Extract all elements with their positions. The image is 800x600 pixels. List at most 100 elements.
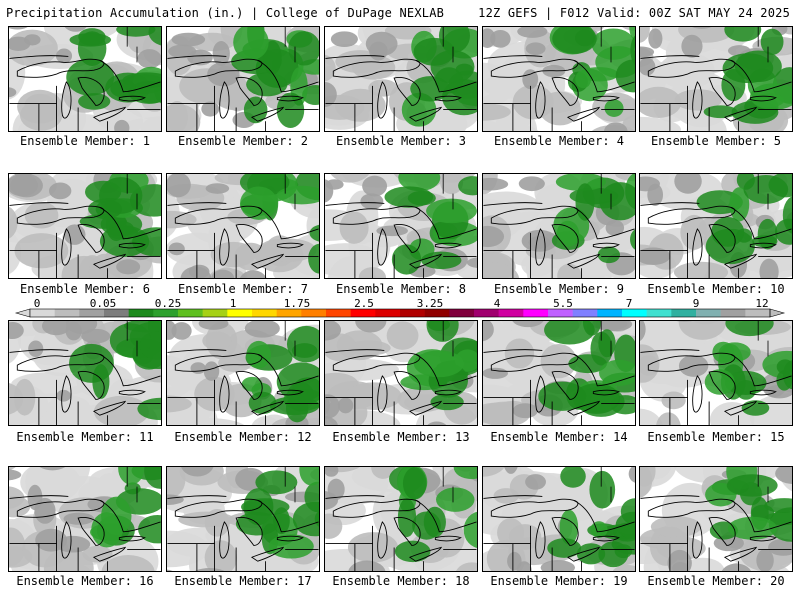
ensemble-panel-11 [8,320,162,426]
ensemble-panel-10 [639,173,793,279]
precip-map [9,321,161,425]
ensemble-panel-5 [639,26,793,132]
colorbar-right-arrow [769,308,786,318]
ensemble-panel-20 [639,466,793,572]
precip-map [640,467,792,571]
precip-map [640,321,792,425]
colorbar-swatch [153,309,179,317]
colorbar-tick-label: 1 [229,297,237,310]
ensemble-panel-18 [324,466,478,572]
precip-map [483,467,635,571]
ensemble-panel-8 [324,173,478,279]
ensemble-member-label: Ensemble Member: 14 [490,430,628,444]
colorbar-left-arrow [14,308,31,318]
colorbar-swatch [696,309,721,317]
colorbar-tick-label: 5.5 [553,297,573,310]
colorbar-swatch [671,309,697,317]
precip-map [325,27,477,131]
precip-map [167,27,319,131]
ensemble-member-label: Ensemble Member: 17 [174,574,312,588]
ensemble-member-label: Ensemble Member: 13 [332,430,470,444]
colorbar-tick-label: 0.25 [154,297,182,310]
ensemble-member-label: Ensemble Member: 5 [650,134,782,148]
colorbar-tick-label: 2.5 [354,297,374,310]
colorbar-swatch [276,309,302,317]
map-title: Precipitation Accumulation (in.) | Colle… [6,6,445,20]
colorbar-tick-label: 0.05 [89,297,117,310]
precip-map [325,174,477,278]
colorbar-swatch [326,309,351,317]
ensemble-member-label: Ensemble Member: 10 [647,282,785,296]
colorbar-swatch [646,309,672,317]
colorbar-swatch [572,309,598,317]
colorbar-swatch [30,309,55,317]
ensemble-member-label: Ensemble Member: 6 [19,282,151,296]
colorbar-tick-label: 4 [493,297,501,310]
ensemble-member-label: Ensemble Member: 9 [493,282,625,296]
ensemble-member-label: Ensemble Member: 18 [332,574,470,588]
colorbar-swatch [252,309,277,317]
ensemble-panel-7 [166,173,320,279]
precip-map [167,174,319,278]
colorbar-swatch [227,309,253,317]
colorbar-swatch [375,309,401,317]
colorbar-tick-label: 1.75 [283,297,311,310]
ensemble-panel-1 [8,26,162,132]
ensemble-member-label: Ensemble Member: 16 [16,574,154,588]
colorbar-swatch [54,309,80,317]
ensemble-panel-19 [482,466,636,572]
precip-map [167,321,319,425]
ensemble-panel-14 [482,320,636,426]
ensemble-member-label: Ensemble Member: 12 [174,430,312,444]
ensemble-member-label: Ensemble Member: 3 [335,134,467,148]
colorbar-swatch [498,309,524,317]
precip-map [325,321,477,425]
ensemble-member-label: Ensemble Member: 20 [647,574,785,588]
colorbar-swatch [523,309,549,317]
ensemble-member-label: Ensemble Member: 4 [493,134,625,148]
colorbar-swatch [424,309,450,317]
colorbar-swatch [128,309,154,317]
precip-map [483,174,635,278]
ensemble-panel-4 [482,26,636,132]
ensemble-panel-15 [639,320,793,426]
ensemble-panel-6 [8,173,162,279]
ensemble-panel-3 [324,26,478,132]
precip-map [483,321,635,425]
colorbar-swatch [202,309,228,317]
colorbar-swatch [178,309,203,317]
colorbar-swatch [474,309,499,317]
ensemble-member-label: Ensemble Member: 8 [335,282,467,296]
colorbar-swatch [104,309,129,317]
precip-map [9,467,161,571]
ensemble-panel-16 [8,466,162,572]
colorbar-tick-label: 0 [33,297,41,310]
ensemble-member-label: Ensemble Member: 2 [177,134,309,148]
colorbar-tick-label: 12 [755,297,769,310]
colorbar-swatch [720,309,746,317]
colorbar-swatch [400,309,425,317]
colorbar-swatch [622,309,647,317]
colorbar-swatch [745,309,771,317]
colorbar-swatch [548,309,573,317]
colorbar-swatch [597,309,623,317]
colorbar-swatch [79,309,105,317]
precip-map [9,174,161,278]
colorbar-tick-label: 9 [692,297,700,310]
ensemble-member-label: Ensemble Member: 15 [647,430,785,444]
precip-map [640,174,792,278]
ensemble-panel-2 [166,26,320,132]
ensemble-member-label: Ensemble Member: 19 [490,574,628,588]
precip-colorbar [14,308,786,318]
ensemble-panel-12 [166,320,320,426]
colorbar-swatch [350,309,376,317]
colorbar-swatch [301,309,327,317]
precip-map [167,467,319,571]
ensemble-panel-13 [324,320,478,426]
precip-map [325,467,477,571]
colorbar-swatch [449,309,475,317]
precip-map [640,27,792,131]
ensemble-member-label: Ensemble Member: 1 [19,134,151,148]
ensemble-panel-17 [166,466,320,572]
precip-map [9,27,161,131]
